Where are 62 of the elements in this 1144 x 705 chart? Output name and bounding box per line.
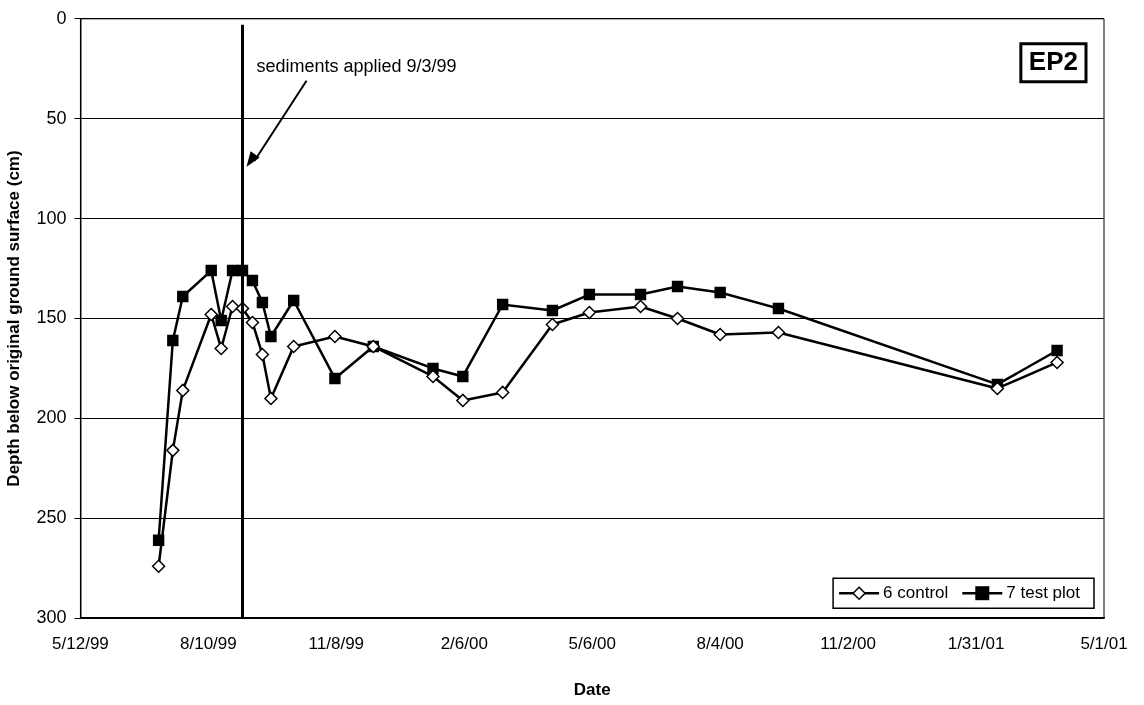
- x-tick-label: 5/6/00: [568, 634, 616, 654]
- point: [583, 288, 596, 301]
- point: [214, 341, 228, 356]
- x-tick-label: 8/10/99: [180, 634, 237, 654]
- x-tick-label: 2/6/00: [440, 634, 488, 654]
- annotation: EP2: [1028, 45, 1079, 76]
- point: [456, 393, 470, 408]
- point: [582, 305, 597, 320]
- y-tick-label: 150: [36, 307, 67, 328]
- point: [426, 369, 440, 384]
- point: [204, 307, 218, 322]
- point: [287, 294, 300, 307]
- point: [151, 559, 166, 573]
- x-tick-label: 1/31/01: [947, 634, 1005, 654]
- point: [990, 381, 1005, 396]
- y-tick-label: 50: [46, 107, 67, 128]
- point: [328, 329, 342, 344]
- point: [1051, 344, 1063, 357]
- point: [177, 290, 189, 303]
- point: [176, 383, 190, 398]
- y-axis-title: Depth below original ground surface (cm): [3, 150, 23, 487]
- point: [713, 327, 727, 342]
- point: [246, 274, 259, 287]
- point: [1050, 355, 1064, 370]
- point: [329, 372, 341, 385]
- x-tick-label: 5/1/01: [1080, 634, 1128, 654]
- y-tick-label: 300: [36, 607, 67, 628]
- legend-label: 6 control: [883, 582, 949, 602]
- y-tick-label: 0: [56, 7, 67, 28]
- point: [166, 443, 180, 458]
- point: [264, 391, 278, 406]
- point: [771, 325, 786, 340]
- y-tick-label: 250: [36, 507, 67, 528]
- point: [167, 334, 179, 347]
- point: [225, 299, 240, 314]
- point: [255, 347, 270, 362]
- point: [495, 385, 510, 400]
- point: [546, 304, 559, 317]
- point: [670, 311, 685, 326]
- x-tick-label: 8/4/00: [696, 634, 744, 654]
- point: [245, 315, 260, 330]
- point: [634, 288, 647, 301]
- point: [496, 298, 509, 311]
- point: [714, 286, 726, 299]
- x-axis-title: Date: [573, 680, 611, 700]
- point: [256, 296, 269, 309]
- legend-label: 7 test plot: [1006, 582, 1081, 602]
- point: [205, 264, 217, 277]
- point: [265, 330, 277, 343]
- point: [286, 339, 301, 354]
- x-tick-label: 11/8/99: [308, 634, 365, 654]
- point: [633, 299, 648, 314]
- point: [772, 302, 785, 315]
- ref-line-label: sediments applied 9/3/99: [256, 55, 457, 76]
- x-tick-label: 5/12/99: [52, 634, 109, 654]
- point: [215, 314, 227, 327]
- point: [457, 370, 469, 383]
- point: [545, 317, 560, 332]
- y-tick-label: 100: [36, 207, 67, 228]
- y-tick-label: 200: [36, 407, 67, 428]
- x-tick-label: 11/2/00: [820, 634, 876, 654]
- point: [671, 280, 684, 293]
